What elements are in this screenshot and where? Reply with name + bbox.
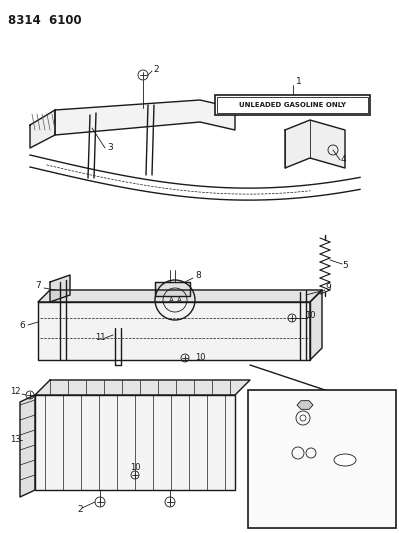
Text: 2: 2 <box>153 66 159 75</box>
Text: 9: 9 <box>325 284 331 293</box>
Polygon shape <box>285 120 345 168</box>
Polygon shape <box>297 401 313 409</box>
Text: 10: 10 <box>195 353 205 362</box>
Text: 14: 14 <box>343 400 353 409</box>
Text: 11: 11 <box>95 334 105 343</box>
Text: 8: 8 <box>195 271 201 280</box>
Polygon shape <box>30 110 55 148</box>
Text: UNLEADED GASOLINE ONLY: UNLEADED GASOLINE ONLY <box>239 102 346 108</box>
Text: 19: 19 <box>263 471 273 480</box>
Text: 15: 15 <box>343 414 353 423</box>
Text: 4: 4 <box>340 156 346 165</box>
Text: 6: 6 <box>19 320 25 329</box>
Bar <box>215 95 370 115</box>
Text: 10: 10 <box>130 464 140 472</box>
Text: 16: 16 <box>355 427 365 437</box>
Text: 5: 5 <box>342 261 348 270</box>
Text: 13: 13 <box>10 435 20 445</box>
Polygon shape <box>35 395 235 490</box>
Text: 7: 7 <box>35 280 41 289</box>
Polygon shape <box>38 302 310 360</box>
Text: 2: 2 <box>77 505 83 514</box>
Text: A: A <box>169 297 174 303</box>
Polygon shape <box>20 395 35 497</box>
Polygon shape <box>310 290 322 360</box>
Text: 17: 17 <box>363 457 373 466</box>
Polygon shape <box>155 282 190 296</box>
Bar <box>217 97 368 113</box>
Polygon shape <box>38 290 322 302</box>
Text: 3: 3 <box>107 143 113 152</box>
Polygon shape <box>50 275 70 302</box>
Text: 18: 18 <box>280 446 290 455</box>
Text: 10: 10 <box>305 311 315 320</box>
Text: 12: 12 <box>10 387 20 397</box>
Polygon shape <box>55 100 235 135</box>
Bar <box>248 390 396 528</box>
Polygon shape <box>35 380 250 395</box>
Text: 8314  6100: 8314 6100 <box>8 14 82 27</box>
Text: 1: 1 <box>296 77 301 85</box>
Ellipse shape <box>334 454 356 466</box>
Text: A: A <box>177 297 182 303</box>
